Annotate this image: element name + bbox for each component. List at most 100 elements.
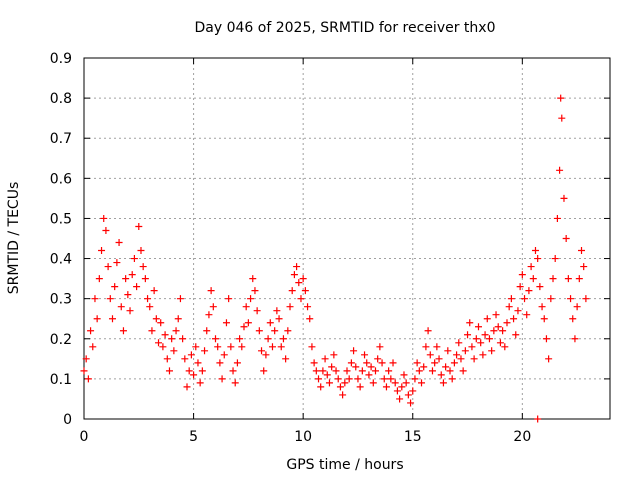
data-point bbox=[439, 379, 447, 387]
data-point bbox=[551, 255, 559, 263]
data-point bbox=[560, 194, 568, 202]
data-point bbox=[82, 355, 90, 363]
data-point bbox=[130, 255, 138, 263]
data-point bbox=[352, 363, 360, 371]
data-point bbox=[531, 247, 539, 255]
data-point bbox=[367, 363, 375, 371]
data-point bbox=[549, 275, 557, 283]
data-point bbox=[492, 311, 500, 319]
data-point bbox=[382, 383, 390, 391]
data-point bbox=[536, 283, 544, 291]
data-point bbox=[437, 371, 445, 379]
data-point bbox=[428, 367, 436, 375]
data-point bbox=[538, 303, 546, 311]
data-point bbox=[315, 375, 323, 383]
x-tick-label: 20 bbox=[513, 429, 531, 445]
data-point bbox=[137, 247, 145, 255]
data-point bbox=[494, 323, 502, 331]
data-point bbox=[343, 367, 351, 375]
data-point bbox=[558, 114, 566, 122]
data-point bbox=[176, 295, 184, 303]
data-point bbox=[124, 291, 132, 299]
data-point bbox=[284, 327, 292, 335]
plot-frame bbox=[83, 57, 611, 420]
data-point bbox=[165, 367, 173, 375]
data-point bbox=[220, 351, 228, 359]
data-point bbox=[328, 363, 336, 371]
y-tick-label: 0.5 bbox=[50, 211, 72, 227]
data-point bbox=[450, 359, 458, 367]
data-point bbox=[542, 335, 550, 343]
data-point bbox=[527, 263, 535, 271]
data-point bbox=[258, 347, 266, 355]
data-point bbox=[133, 283, 141, 291]
data-point bbox=[135, 222, 143, 230]
data-point bbox=[312, 367, 320, 375]
data-point bbox=[117, 303, 125, 311]
data-point bbox=[288, 287, 296, 295]
data-point bbox=[505, 303, 513, 311]
data-point bbox=[111, 283, 119, 291]
data-point bbox=[389, 359, 397, 367]
data-point bbox=[330, 351, 338, 359]
y-tick-label: 0.3 bbox=[50, 292, 72, 308]
data-point bbox=[106, 295, 114, 303]
data-point bbox=[273, 307, 281, 315]
data-point bbox=[402, 379, 410, 387]
data-point bbox=[435, 355, 443, 363]
data-point bbox=[80, 367, 88, 375]
data-point bbox=[534, 255, 542, 263]
data-point bbox=[308, 343, 316, 351]
data-point bbox=[279, 335, 287, 343]
data-point bbox=[126, 307, 134, 315]
data-point bbox=[205, 311, 213, 319]
data-point bbox=[411, 375, 419, 383]
data-point bbox=[100, 214, 108, 222]
data-point bbox=[503, 319, 511, 327]
data-point bbox=[354, 375, 362, 383]
data-point bbox=[201, 347, 209, 355]
data-point bbox=[172, 327, 180, 335]
data-point bbox=[229, 367, 237, 375]
data-point bbox=[277, 343, 285, 351]
data-point bbox=[161, 331, 169, 339]
data-point bbox=[102, 226, 110, 234]
data-point bbox=[507, 295, 515, 303]
data-point bbox=[361, 351, 369, 359]
data-points bbox=[80, 94, 590, 423]
data-point bbox=[238, 343, 246, 351]
data-point bbox=[483, 315, 491, 323]
data-point bbox=[152, 315, 160, 323]
data-point bbox=[523, 311, 531, 319]
data-point bbox=[418, 379, 426, 387]
data-point bbox=[253, 307, 261, 315]
data-point bbox=[553, 214, 561, 222]
data-point bbox=[262, 351, 270, 359]
data-point bbox=[159, 343, 167, 351]
data-point bbox=[144, 295, 152, 303]
data-point bbox=[369, 379, 377, 387]
data-point bbox=[433, 343, 441, 351]
data-point bbox=[512, 331, 520, 339]
data-point bbox=[174, 315, 182, 323]
data-point bbox=[424, 327, 432, 335]
data-point bbox=[545, 355, 553, 363]
data-point bbox=[306, 315, 314, 323]
data-point bbox=[444, 347, 452, 355]
y-tick-label: 0.4 bbox=[50, 252, 72, 268]
data-point bbox=[347, 359, 355, 367]
data-point bbox=[501, 343, 509, 351]
data-point bbox=[293, 263, 301, 271]
data-point bbox=[496, 339, 504, 347]
data-point bbox=[194, 359, 202, 367]
data-point bbox=[332, 367, 340, 375]
data-point bbox=[198, 367, 206, 375]
data-point bbox=[297, 295, 305, 303]
data-point bbox=[472, 335, 480, 343]
data-point bbox=[567, 295, 575, 303]
data-point bbox=[157, 319, 165, 327]
data-point bbox=[187, 351, 195, 359]
data-point bbox=[222, 319, 230, 327]
data-point bbox=[310, 359, 318, 367]
data-point bbox=[334, 375, 342, 383]
